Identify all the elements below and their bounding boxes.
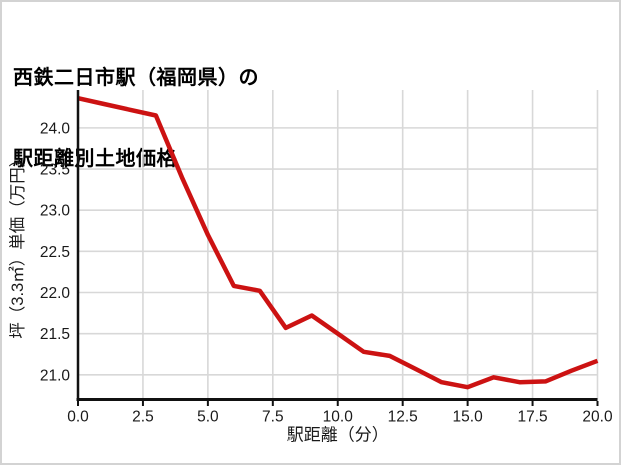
x-tick-label: 20.0: [582, 409, 613, 426]
y-tick-label: 24.0: [40, 120, 71, 137]
x-tick-label: 10.0: [323, 409, 354, 426]
y-tick-label: 21.0: [40, 367, 71, 384]
y-axis-title: 坪（3.3㎡）単価（万円）: [8, 151, 27, 339]
x-tick-label: 17.5: [517, 409, 547, 426]
y-tick-label: 23.5: [40, 162, 70, 179]
price-line: [77, 96, 599, 390]
x-tick-label: 15.0: [453, 409, 484, 426]
page-title-line-2: 駅距離別土地価格: [13, 148, 177, 170]
page-title: 西鉄二日市駅（福岡県）の 駅距離別土地価格: [13, 11, 259, 227]
page-title-line-1: 西鉄二日市駅（福岡県）の: [13, 67, 259, 89]
y-tick-label: 22.5: [40, 244, 70, 261]
y-tick-label: 23.0: [40, 203, 71, 220]
y-tick-label: 22.0: [40, 285, 71, 302]
x-tick-label: 7.5: [262, 409, 284, 426]
x-axis-title: 駅距離（分）: [287, 426, 389, 445]
x-tick-label: 12.5: [388, 409, 418, 426]
x-tick-label: 5.0: [197, 409, 219, 426]
x-tick-label: 0.0: [67, 409, 89, 426]
y-tick-label: 21.5: [40, 326, 70, 343]
x-tick-label: 2.5: [132, 409, 154, 426]
